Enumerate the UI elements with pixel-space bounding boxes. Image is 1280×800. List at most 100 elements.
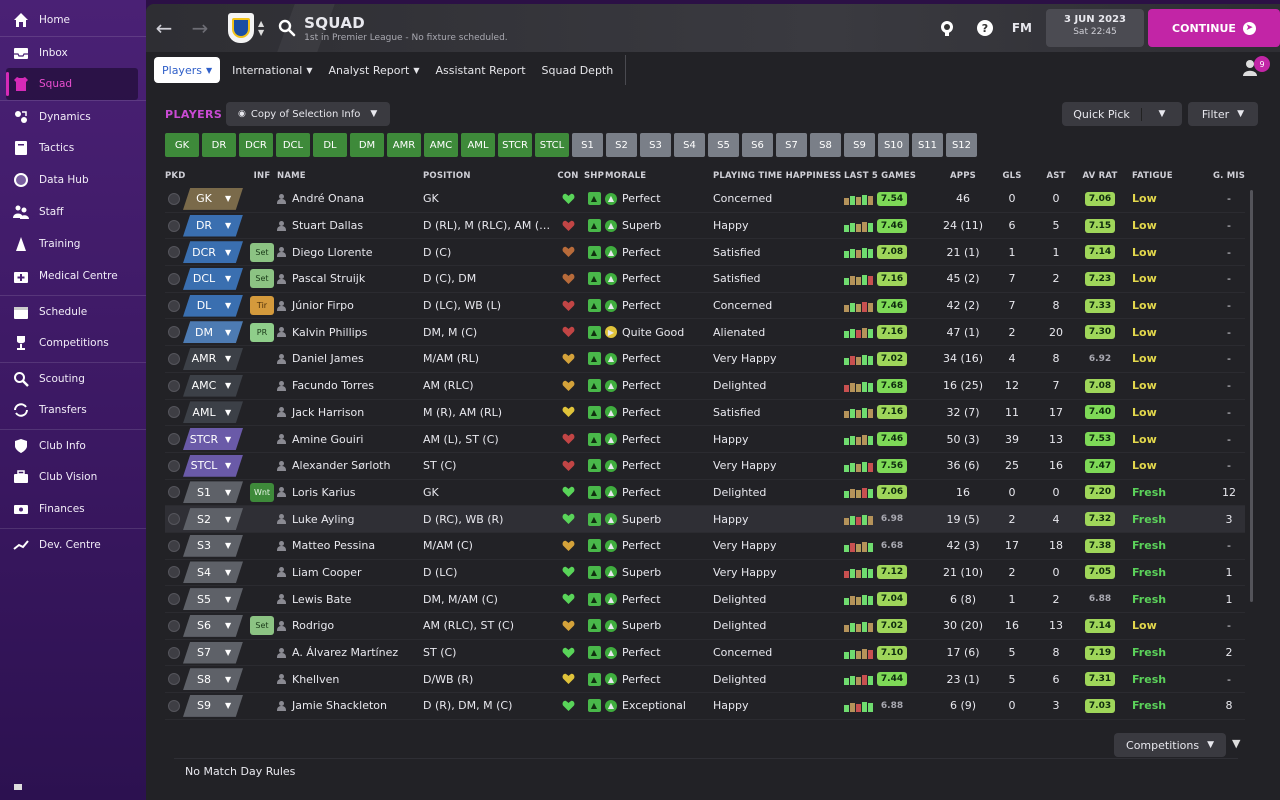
expand-chevron-icon[interactable]: ▼ — [1232, 737, 1241, 750]
picked-position-chip[interactable]: S2 ▼ — [183, 508, 243, 531]
table-row[interactable]: S2 ▼ Luke Ayling D (RC), WB (R) ▲ ▲ Superb Happ… — [165, 506, 1245, 533]
quick-pick-button[interactable]: Quick Pick ▼ — [1062, 102, 1182, 126]
table-row[interactable]: AML ▼ Jack Harrison M (R), AM (RL) ▲ ▲ Perfect… — [165, 400, 1245, 427]
table-row[interactable]: DM ▼ PR Kalvin Phillips DM, M (C) ▲ ▶ Quite Goo… — [165, 319, 1245, 347]
column-header-last-5-games[interactable]: LAST 5 GAMES — [844, 171, 917, 181]
table-row[interactable]: STCR ▼ Amine Gouiri AM (L), ST (C) ▲ ▲ Perfect… — [165, 426, 1245, 453]
player-name[interactable]: Stuart Dallas — [292, 219, 364, 233]
forward-arrow-icon[interactable]: → — [191, 16, 209, 40]
sidebar-item-data-hub[interactable]: Data Hub — [0, 164, 146, 196]
tab-players[interactable]: Players ▼ — [154, 57, 221, 83]
picked-position[interactable]: DCL ▼ — [183, 267, 247, 290]
info-badge[interactable]: Set — [250, 269, 274, 289]
position-chip-s4[interactable]: S4 — [674, 133, 705, 157]
row-select[interactable] — [165, 513, 183, 526]
picked-position-chip[interactable]: GK ▼ — [183, 187, 243, 210]
row-select[interactable] — [165, 326, 183, 339]
position-chip-s12[interactable]: S12 — [946, 133, 977, 157]
row-select[interactable] — [165, 619, 183, 632]
tab-squad-depth[interactable]: Squad Depth — [534, 57, 622, 83]
row-select[interactable] — [165, 646, 183, 659]
position-chip-s3[interactable]: S3 — [640, 133, 671, 157]
table-row[interactable]: DCL ▼ Set Pascal Struijk D (C), DM ▲ ▲ Perfect S… — [165, 266, 1245, 293]
player-name[interactable]: André Onana — [292, 192, 365, 206]
table-scrollbar[interactable] — [1250, 190, 1253, 602]
tab-international[interactable]: International ▼ — [224, 57, 320, 83]
picked-position-chip[interactable]: S4 ▼ — [183, 561, 243, 584]
player-name[interactable]: Loris Karius — [292, 485, 356, 499]
picked-position-chip[interactable]: S7 ▼ — [183, 641, 243, 664]
player-name[interactable]: Lewis Bate — [292, 592, 352, 606]
date-display[interactable]: 3 JUN 2023 Sat 22:45 — [1046, 9, 1144, 47]
player-name-cell[interactable]: Diego Llorente — [277, 246, 423, 259]
player-name-cell[interactable]: Jamie Shackleton — [277, 699, 423, 712]
filter-button[interactable]: Filter ▼ — [1188, 102, 1258, 126]
back-arrow-icon[interactable]: ← — [155, 16, 173, 40]
position-chip-dcl[interactable]: DCL — [276, 133, 310, 157]
sidebar-item-training[interactable]: Training — [0, 228, 146, 260]
fm-menu-button[interactable]: FM — [1011, 21, 1032, 35]
picked-position-chip[interactable]: S8 ▼ — [183, 668, 243, 691]
picked-position-chip[interactable]: DCR ▼ — [183, 241, 243, 264]
player-name[interactable]: Luke Ayling — [292, 512, 355, 526]
position-chip-gk[interactable]: GK — [165, 133, 199, 157]
row-select[interactable] — [165, 459, 183, 472]
club-crest[interactable] — [228, 13, 254, 43]
position-chip-dl[interactable]: DL — [313, 133, 347, 157]
picked-position[interactable]: STCR ▼ — [183, 428, 247, 451]
picked-position[interactable]: AML ▼ — [183, 401, 247, 424]
player-name[interactable]: Alexander Sørloth — [292, 459, 391, 473]
picked-position-chip[interactable]: STCL ▼ — [183, 454, 243, 477]
table-row[interactable]: GK ▼ André Onana GK ▲ ▲ Perfect Concerned 7.54 46… — [165, 186, 1245, 213]
row-select[interactable] — [165, 192, 183, 205]
picked-position[interactable]: S3 ▼ — [183, 534, 247, 557]
sidebar-item-finances[interactable]: Finances — [0, 493, 146, 525]
picked-position[interactable]: GK ▼ — [183, 187, 247, 210]
table-row[interactable]: DCR ▼ Set Diego Llorente D (C) ▲ ▲ Perfect Satis… — [165, 239, 1245, 267]
table-row[interactable]: S4 ▼ Liam Cooper D (LC) ▲ ▲ Superb Very Happy 7.… — [165, 560, 1245, 587]
picked-position[interactable]: AMR ▼ — [183, 347, 247, 370]
table-row[interactable]: S3 ▼ Matteo Pessina M/AM (C) ▲ ▲ Perfect Very H… — [165, 533, 1245, 560]
picked-position-chip[interactable]: STCR ▼ — [183, 428, 243, 451]
table-row[interactable]: AMR ▼ Daniel James M/AM (RL) ▲ ▲ Perfect Very H… — [165, 346, 1245, 373]
row-select[interactable] — [165, 593, 183, 606]
info-badge[interactable]: Set — [250, 242, 274, 262]
column-header-playing-time-happiness[interactable]: PLAYING TIME HAPPINESS — [713, 171, 842, 181]
picked-position[interactable]: DM ▼ — [183, 321, 247, 344]
column-header-name[interactable]: NAME — [277, 171, 306, 181]
column-header-g-mis[interactable]: G. MIS — [1212, 171, 1246, 181]
picked-position[interactable]: S5 ▼ — [183, 588, 247, 611]
picked-position[interactable]: S6 ▼ — [183, 614, 247, 637]
picked-position-chip[interactable]: DM ▼ — [183, 321, 243, 344]
sidebar-item-home[interactable]: Home — [0, 4, 146, 36]
position-chip-s5[interactable]: S5 — [708, 133, 739, 157]
position-chip-s10[interactable]: S10 — [878, 133, 909, 157]
picked-position[interactable]: AMC ▼ — [183, 374, 247, 397]
club-switcher-icon[interactable]: ▲ ▼ — [258, 19, 265, 37]
picked-position-chip[interactable]: AML ▼ — [183, 401, 243, 424]
player-name-cell[interactable]: Facundo Torres — [277, 379, 423, 392]
table-row[interactable]: S7 ▼ A. Álvarez Martínez ST (C) ▲ ▲ Perfect Con… — [165, 640, 1245, 667]
column-header-fatigue[interactable]: FATIGUE — [1132, 171, 1173, 181]
player-name[interactable]: Amine Gouiri — [292, 432, 364, 446]
position-chip-dm[interactable]: DM — [350, 133, 384, 157]
player-name[interactable]: Liam Cooper — [292, 565, 362, 579]
picked-position-chip[interactable]: DCL ▼ — [183, 267, 243, 290]
row-select[interactable] — [165, 272, 183, 285]
picked-position-chip[interactable]: S9 ▼ — [183, 694, 243, 717]
position-chip-amr[interactable]: AMR — [387, 133, 421, 157]
tab-assistant-report[interactable]: Assistant Report — [427, 57, 533, 83]
table-row[interactable]: S8 ▼ Khellven D/WB (R) ▲ ▲ Perfect Delighted 7.4… — [165, 666, 1245, 694]
player-name-cell[interactable]: André Onana — [277, 192, 423, 205]
sidebar-item-staff[interactable]: Staff — [0, 196, 146, 228]
position-chip-s7[interactable]: S7 — [776, 133, 807, 157]
column-header-con[interactable]: CON — [557, 171, 579, 181]
column-header-shp[interactable]: SHP — [583, 171, 605, 181]
position-chip-stcr[interactable]: STCR — [498, 133, 532, 157]
sidebar-item-dynamics[interactable]: Dynamics — [0, 100, 146, 132]
player-name-cell[interactable]: Daniel James — [277, 352, 423, 365]
picked-position-chip[interactable]: DL ▼ — [183, 294, 243, 317]
player-name[interactable]: Júnior Firpo — [292, 299, 354, 313]
position-chip-s11[interactable]: S11 — [912, 133, 943, 157]
picked-position-chip[interactable]: S1 ▼ — [183, 481, 243, 504]
